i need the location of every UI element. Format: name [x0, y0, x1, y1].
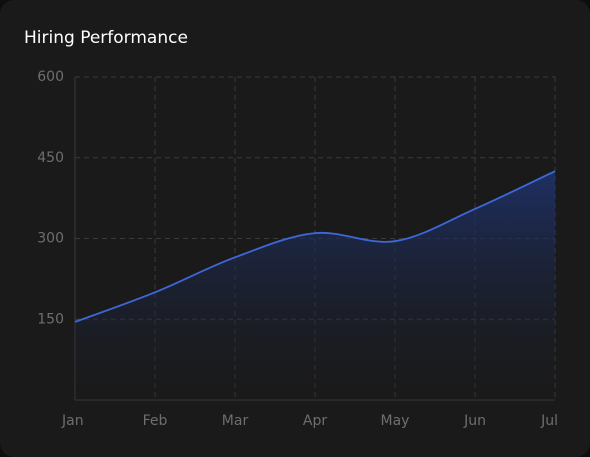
x-tick-label: Feb: [143, 413, 168, 429]
y-tick-label: 450: [37, 150, 64, 166]
x-tick-label: Mar: [222, 413, 249, 429]
y-tick-label: 300: [37, 231, 64, 247]
x-tick-label: Apr: [303, 413, 327, 429]
line: [74, 170, 556, 323]
x-tick-label: May: [381, 413, 410, 429]
chart-title: Hiring Performance: [24, 28, 188, 48]
y-tick-label: 600: [37, 69, 64, 85]
x-tick-label: Jun: [463, 413, 486, 429]
y-tick-label: 150: [37, 311, 64, 327]
x-tick-label: Jan: [61, 413, 84, 429]
x-tick-label: Jul: [540, 413, 558, 429]
